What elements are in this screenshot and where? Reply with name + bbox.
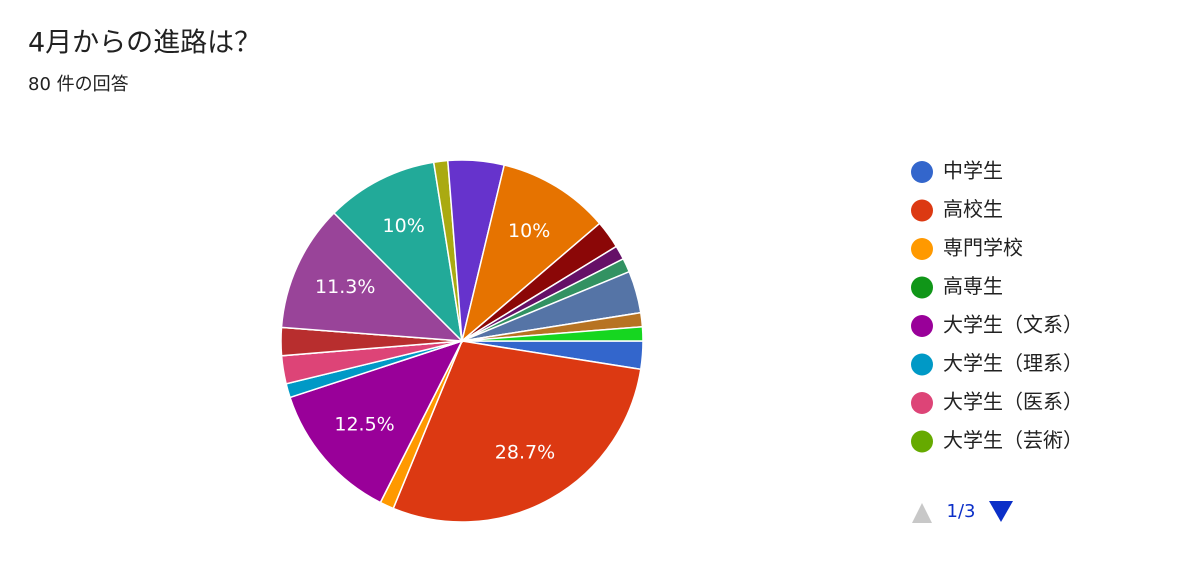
legend-label: 大学生（文系） [943,313,1083,337]
legend-label: 高専生 [943,274,1003,298]
legend-swatch [911,392,933,414]
chart-title: 4月からの進路は？ [28,28,261,59]
data-label: 10% [508,220,550,242]
legend-swatch [911,161,933,183]
legend-next[interactable] [989,501,1013,522]
legend-label: 中学生 [943,159,1003,183]
pie-slice [289,339,464,504]
legend-swatch [911,276,933,299]
legend-swatch [911,353,933,376]
legend-swatch [911,199,933,222]
legend-swatch [911,315,933,337]
pie-slice [332,161,464,344]
legend-prev[interactable] [912,503,932,523]
pie-slice [460,164,601,344]
data-label: 28.7% [495,442,555,464]
data-label: 11.3% [315,276,375,298]
pie-slice [280,211,464,342]
legend-label: 専門学校 [943,236,1023,260]
pie-slice [461,325,644,342]
legend-swatch [911,430,933,453]
legend-swatch [911,238,933,260]
legend-label: 高校生 [943,197,1003,221]
legend-label: 大学生（芸術） [943,428,1083,452]
pie-slice [392,340,642,523]
chart-subtitle: 80 件の回答 [28,74,129,95]
data-label: 10% [383,215,425,237]
data-label: 12.5% [334,413,394,435]
legend-label: 大学生（医系） [943,390,1083,414]
legend-page: 1/3 [947,501,976,522]
legend-label: 大学生（理系） [943,351,1083,375]
